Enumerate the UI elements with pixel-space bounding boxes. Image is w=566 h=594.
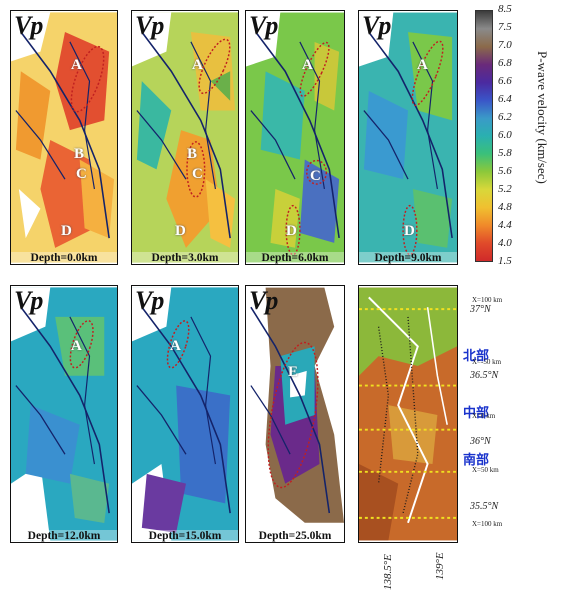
velocity-map — [132, 12, 238, 263]
map-panel-depth-6: Vp A C D Depth=6.0km — [245, 10, 345, 265]
map-panel-depth-3: Vp A B C D Depth=3.0km — [131, 10, 239, 265]
vp-label: Vp — [249, 286, 278, 315]
velocity-map — [11, 12, 117, 263]
seismicity-map — [359, 287, 457, 541]
depth-label: Depth=15.0km — [132, 530, 238, 542]
inset-map — [358, 285, 458, 543]
zone-label-a: A — [71, 338, 82, 354]
colorbar-tick-label: 5.6 — [498, 165, 512, 177]
colorbar-tick-label: 6.4 — [498, 93, 512, 105]
map-panel-depth-0: Vp A B C D Depth=0.0km — [10, 10, 118, 265]
depth-label: Depth=25.0km — [246, 530, 344, 542]
colorbar-tick-label: 1.5 — [498, 255, 512, 267]
colorbar-tick-label: 4.8 — [498, 201, 512, 213]
region-label-north: 北部 — [463, 349, 490, 364]
depth-label: Depth=3.0km — [132, 252, 238, 264]
map-panel-depth-15: Vp A Depth=15.0km — [131, 285, 239, 543]
colorbar-tick-label: 6.8 — [498, 57, 512, 69]
colorbar-tick-label: 6.0 — [498, 129, 512, 141]
x-label-0: X=0 km — [472, 412, 496, 420]
velocity-map — [246, 12, 344, 263]
zone-label-c: C — [192, 166, 203, 182]
vp-label: Vp — [362, 11, 391, 40]
lat-label-37: 37°N — [470, 304, 491, 315]
zone-label-b: B — [74, 146, 85, 162]
x-label-50: X=50 km — [472, 466, 499, 474]
colorbar-tick-label: 5.2 — [498, 183, 512, 195]
zone-label-a: A — [417, 57, 428, 73]
depth-label: Depth=6.0km — [246, 252, 344, 264]
colorbar-tick-label: 6.2 — [498, 111, 512, 123]
x-label-bottom: X=100 km — [472, 520, 503, 528]
vp-label: Vp — [14, 286, 43, 315]
zone-label-a: A — [302, 57, 313, 73]
colorbar-tick-label: 8.5 — [498, 3, 512, 15]
region-label-middle: 中部 — [463, 406, 490, 421]
vp-label: Vp — [249, 11, 278, 40]
lat-label-36-5: 36.5°N — [470, 370, 499, 381]
depth-label: Depth=9.0km — [359, 252, 457, 264]
vp-label: Vp — [135, 11, 164, 40]
colorbar-tick-label: 4.0 — [498, 237, 512, 249]
depth-label: Depth=0.0km — [11, 252, 117, 264]
x-label-minus50: X=-50 km — [472, 358, 502, 366]
zone-label-d: D — [175, 223, 186, 239]
zone-label-d: D — [61, 223, 72, 239]
lon-label-138-5: 138.5°E — [382, 554, 394, 590]
zone-label-a: A — [170, 338, 181, 354]
vp-label: Vp — [135, 286, 164, 315]
map-panel-depth-25: Vp E Depth=25.0km — [245, 285, 345, 543]
colorbar-tick-label: 7.0 — [498, 39, 512, 51]
x-label-top: X=100 km — [472, 296, 503, 304]
zone-label-c: C — [76, 166, 87, 182]
zone-label-a: A — [71, 57, 82, 73]
velocity-map — [246, 287, 344, 541]
zone-label-a: A — [192, 57, 203, 73]
map-panel-depth-12: Vp A Depth=12.0km — [10, 285, 118, 543]
colorbar-title: P-wave velocity (km/sec) — [522, 51, 550, 238]
colorbar-tick-label: 4.4 — [498, 219, 512, 231]
zone-label-b: B — [187, 146, 198, 162]
velocity-map — [359, 12, 457, 263]
depth-label: Depth=12.0km — [11, 530, 117, 542]
colorbar — [475, 10, 493, 262]
zone-label-c: C — [310, 168, 321, 184]
zone-label-d: D — [404, 223, 415, 239]
colorbar-tick-label: 5.8 — [498, 147, 512, 159]
velocity-map — [11, 287, 117, 541]
lon-label-139: 139°E — [434, 552, 446, 580]
region-label-south: 南部 — [463, 453, 490, 468]
colorbar-label: P-wave velocity (km/sec) — [535, 51, 550, 184]
lat-label-35-5: 35.5°N — [470, 501, 499, 512]
zone-label-d: D — [286, 223, 297, 239]
lat-label-36: 36°N — [470, 436, 491, 447]
colorbar-tick-label: 6.6 — [498, 75, 512, 87]
map-panel-depth-9: Vp A D Depth=9.0km — [358, 10, 458, 265]
vp-label: Vp — [14, 11, 43, 40]
zone-label-e: E — [288, 364, 299, 380]
colorbar-tick-label: 7.5 — [498, 21, 512, 33]
velocity-map — [132, 287, 238, 541]
